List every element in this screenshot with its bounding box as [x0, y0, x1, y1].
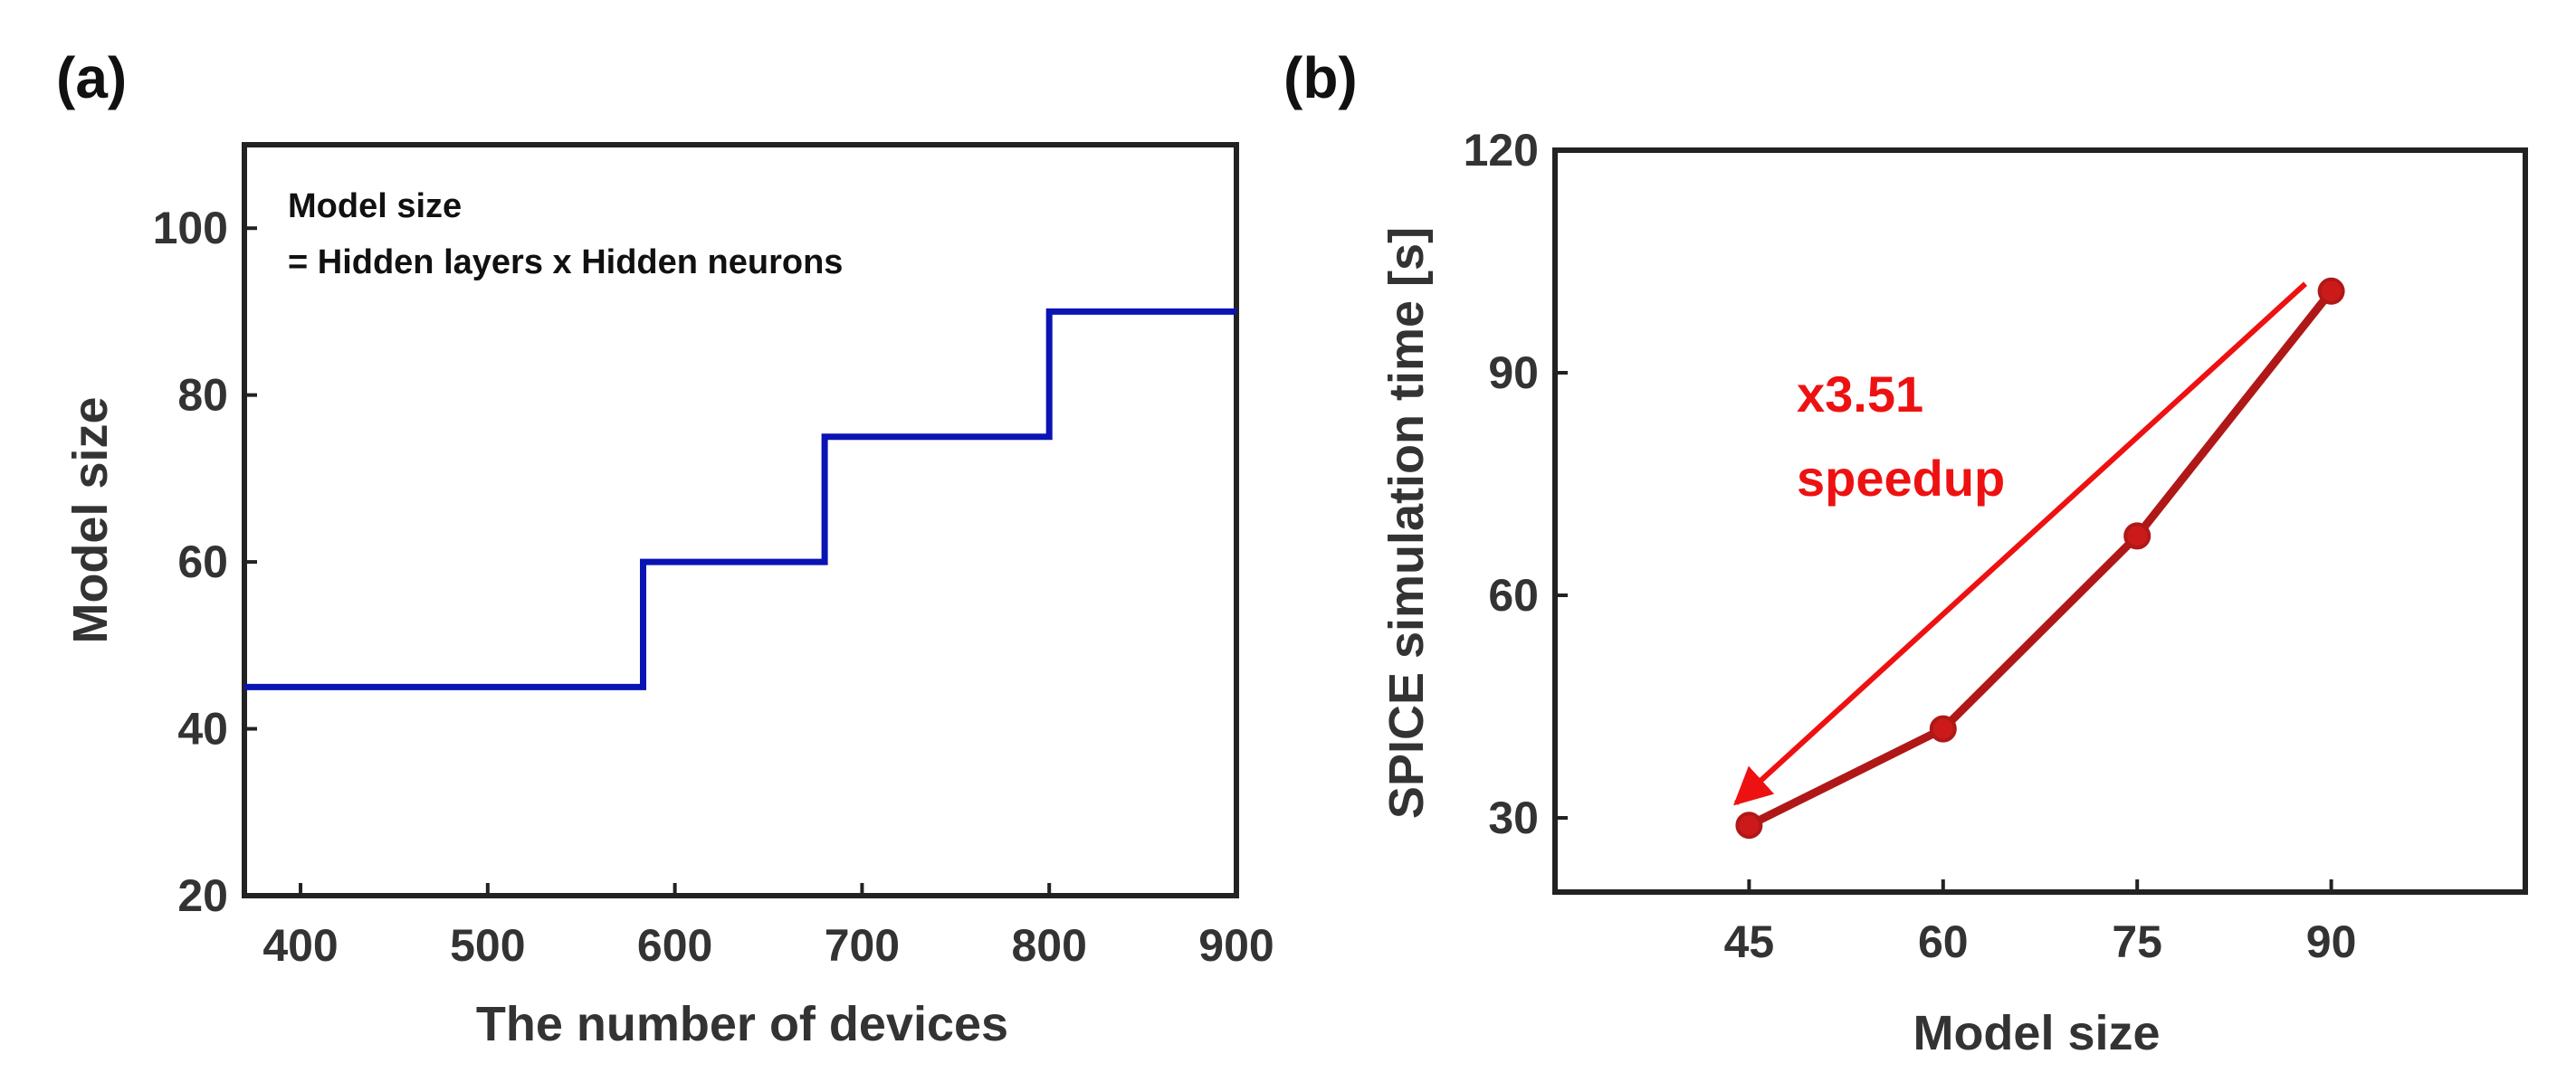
chart-a-xtick-label: 800	[1011, 920, 1086, 971]
chart-b-xtick-label: 90	[2306, 916, 2357, 967]
chart-b-ytick-label: 120	[1464, 125, 1539, 176]
chart-b-data-point	[2123, 522, 2151, 550]
chart-b-annotation-line-2: speedup	[1797, 450, 2005, 507]
chart-a-xtick-label: 900	[1198, 920, 1274, 971]
panel-b-label: (b)	[1283, 45, 1358, 110]
chart-a-annotation-line-2: = Hidden layers x Hidden neurons	[288, 243, 843, 281]
chart-a-xtick-label: 500	[450, 920, 525, 971]
chart-a-ytick-label: 60	[177, 536, 228, 587]
chart-b-ytick-label: 90	[1488, 347, 1539, 398]
chart-b-speedup-arrow	[1733, 281, 2308, 806]
chart-b-series-line	[1747, 289, 2335, 830]
chart-b-xtick-label: 60	[1918, 916, 1969, 967]
chart-a-step-line	[244, 308, 1236, 690]
chart-b-xticks: 45 60 75 90	[1724, 879, 2357, 967]
panel-a-label: (a)	[56, 45, 127, 110]
chart-b-markers	[1735, 277, 2345, 840]
chart-a-axes-box	[242, 142, 1239, 898]
chart-b-annotation-line-1: x3.51	[1797, 366, 1923, 423]
chart-b-data-point	[2317, 277, 2345, 305]
chart-b-ylabel: SPICE simulation time [s]	[1379, 227, 1434, 819]
chart-a-xtick-label: 400	[262, 920, 338, 971]
chart-a-xtick-label: 600	[637, 920, 712, 971]
chart-a-annotation-line-1: Model size	[288, 187, 462, 225]
chart-b-ytick-label: 60	[1488, 570, 1539, 621]
chart-a-xlabel: The number of devices	[476, 997, 1008, 1051]
chart-a-ytick-label: 80	[177, 370, 228, 421]
chart-b-xtick-label: 45	[1724, 916, 1775, 967]
chart-b-data-point	[1735, 812, 1763, 840]
chart-a-ytick-label: 100	[153, 203, 228, 253]
chart-b-ytick-label: 30	[1488, 793, 1539, 843]
chart-a-xtick-label: 700	[825, 920, 900, 971]
chart-b-axes-box	[1552, 147, 2528, 895]
chart-a-ylabel: Model size	[63, 396, 118, 643]
chart-b-data-point	[1929, 715, 1957, 743]
chart-b: (b) 30 60 90 120 45 60 75 90 x3.51 speedup SPI…	[1283, 45, 2528, 1060]
chart-b-xlabel: Model size	[1913, 1006, 2160, 1060]
chart-a-yticks: 20 40 60 80 100	[153, 203, 257, 921]
chart-a-ytick-label: 20	[177, 870, 228, 921]
chart-b-yticks: 30 60 90 120	[1464, 125, 1568, 843]
chart-a-xticks: 400 500 600 700 800 900	[262, 883, 1274, 971]
chart-a-ytick-label: 40	[177, 704, 228, 755]
chart-b-xtick-label: 75	[2112, 916, 2162, 967]
chart-a: (a) 20 40 60 80 100 400 500 600 700 800 900 Model…	[56, 45, 1274, 1051]
